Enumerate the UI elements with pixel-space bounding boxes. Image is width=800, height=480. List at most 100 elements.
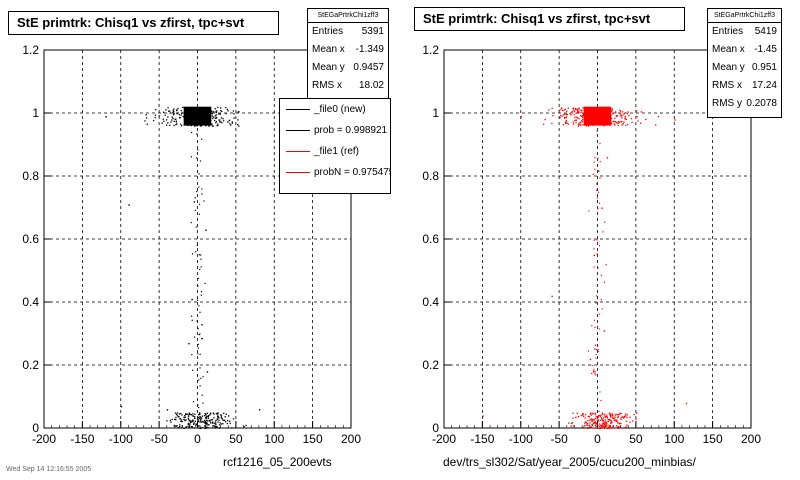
data-point bbox=[596, 197, 599, 199]
data-point bbox=[175, 121, 178, 123]
data-point bbox=[583, 121, 586, 124]
data-point bbox=[205, 125, 207, 127]
data-point bbox=[604, 221, 606, 223]
data-point bbox=[205, 426, 207, 429]
data-point bbox=[228, 119, 231, 121]
data-point bbox=[607, 118, 609, 120]
data-point bbox=[191, 298, 193, 301]
data-point bbox=[559, 115, 562, 117]
data-point bbox=[222, 120, 225, 122]
data-point bbox=[605, 415, 607, 418]
data-point bbox=[593, 371, 595, 373]
data-point bbox=[208, 419, 211, 422]
data-point bbox=[199, 425, 201, 427]
data-point bbox=[215, 111, 217, 113]
data-point bbox=[208, 424, 210, 426]
data-point bbox=[594, 326, 596, 329]
data-point bbox=[195, 251, 197, 253]
data-point bbox=[585, 413, 587, 416]
data-point bbox=[685, 402, 688, 405]
data-point bbox=[185, 426, 187, 429]
data-point bbox=[187, 123, 190, 125]
data-point bbox=[233, 113, 235, 115]
stats-header-left: StEGaPrtrkChi1zff3 bbox=[308, 9, 388, 23]
data-point bbox=[607, 420, 609, 422]
data-point bbox=[205, 422, 207, 425]
data-point bbox=[645, 118, 647, 121]
data-point bbox=[594, 348, 596, 350]
data-point bbox=[636, 412, 638, 414]
data-point bbox=[562, 124, 565, 126]
data-point bbox=[231, 122, 233, 124]
data-point bbox=[212, 125, 214, 127]
data-point bbox=[602, 123, 605, 126]
data-point bbox=[193, 423, 195, 425]
data-point bbox=[180, 109, 182, 112]
data-point bbox=[197, 404, 199, 406]
stats-row-mean-y: Mean y 0.951 bbox=[712, 62, 777, 73]
data-point bbox=[612, 414, 614, 416]
data-point bbox=[198, 111, 200, 113]
data-point bbox=[167, 107, 169, 109]
data-point bbox=[197, 285, 199, 287]
data-point bbox=[655, 124, 657, 126]
data-point bbox=[586, 108, 588, 110]
data-point bbox=[593, 107, 595, 109]
data-point bbox=[581, 413, 584, 415]
data-point bbox=[599, 118, 601, 121]
data-point bbox=[183, 117, 186, 120]
data-point bbox=[614, 117, 616, 119]
data-point bbox=[599, 415, 601, 418]
data-point bbox=[167, 116, 169, 118]
data-point bbox=[201, 421, 203, 423]
data-point bbox=[199, 353, 201, 355]
data-point bbox=[598, 313, 601, 315]
data-point bbox=[583, 426, 585, 428]
data-point bbox=[605, 421, 607, 423]
data-point bbox=[630, 117, 633, 120]
data-point bbox=[188, 412, 191, 414]
data-point bbox=[173, 114, 175, 116]
data-point bbox=[208, 125, 210, 127]
data-point bbox=[199, 125, 202, 127]
data-point bbox=[197, 111, 199, 113]
data-point bbox=[193, 422, 195, 424]
data-point bbox=[238, 111, 240, 113]
data-point bbox=[614, 124, 616, 126]
data-point bbox=[597, 112, 600, 114]
data-point bbox=[595, 415, 597, 417]
data-point bbox=[601, 121, 603, 124]
data-point bbox=[200, 418, 202, 421]
data-point bbox=[568, 422, 570, 424]
data-point bbox=[178, 413, 181, 415]
data-point bbox=[596, 417, 599, 419]
data-point bbox=[191, 111, 193, 114]
data-point bbox=[205, 229, 207, 231]
data-point bbox=[201, 113, 204, 115]
data-point bbox=[183, 109, 186, 111]
data-point bbox=[201, 188, 203, 190]
data-point bbox=[586, 424, 589, 426]
data-point bbox=[179, 418, 182, 420]
data-point bbox=[603, 424, 605, 426]
data-point bbox=[587, 415, 589, 418]
data-point bbox=[590, 418, 593, 420]
data-point bbox=[593, 419, 596, 421]
data-point bbox=[566, 113, 569, 116]
data-point bbox=[544, 118, 546, 121]
data-point bbox=[572, 412, 574, 414]
data-point bbox=[575, 109, 577, 111]
data-point bbox=[636, 115, 638, 118]
data-point bbox=[597, 425, 599, 427]
data-point bbox=[193, 336, 196, 338]
data-point bbox=[223, 419, 226, 422]
data-point bbox=[171, 116, 173, 118]
data-point bbox=[605, 264, 607, 266]
data-point bbox=[194, 413, 196, 415]
data-point bbox=[214, 426, 216, 428]
data-point bbox=[245, 424, 247, 427]
y-tick-label: 1.2 bbox=[22, 43, 39, 57]
data-point bbox=[196, 125, 198, 127]
data-point bbox=[200, 258, 202, 260]
data-point bbox=[595, 118, 597, 120]
